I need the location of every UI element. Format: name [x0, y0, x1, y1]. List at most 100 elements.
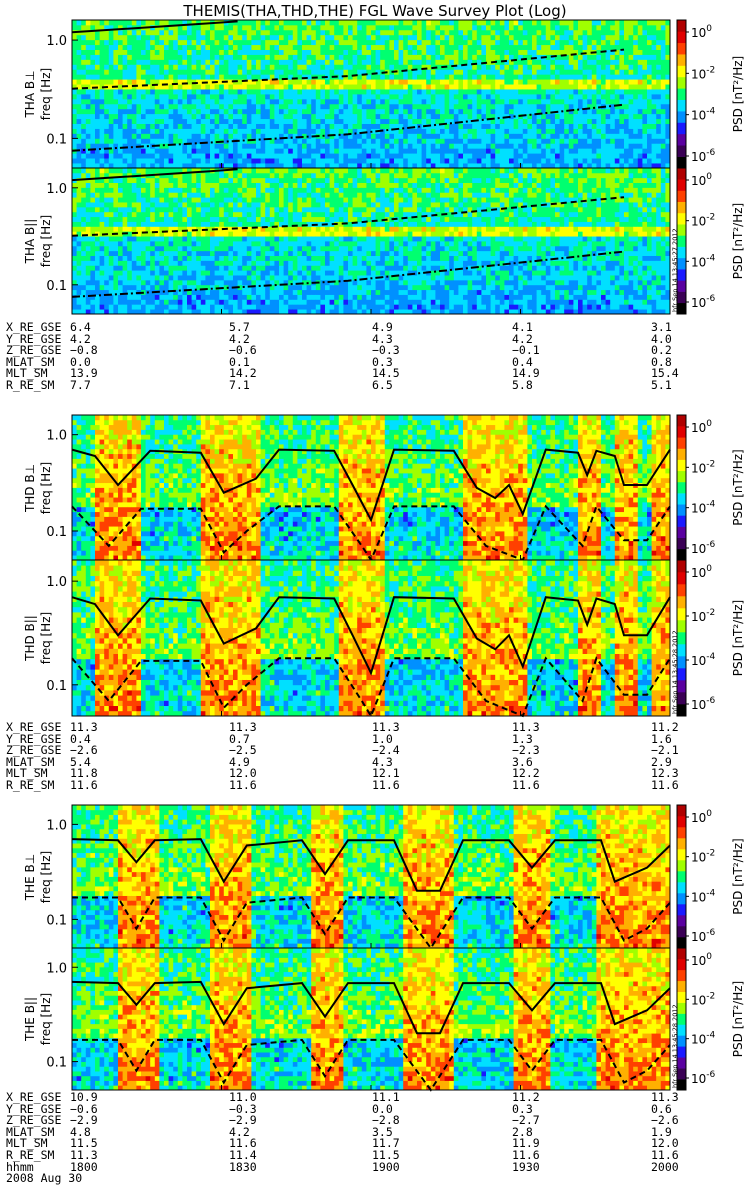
spectrogram-cell [467, 79, 473, 85]
spectrogram-cell [665, 133, 671, 139]
spectrogram-cell [127, 84, 133, 90]
spectrogram-cell [458, 29, 464, 36]
spectrogram-cell [398, 133, 404, 139]
spectrogram-cell [150, 84, 156, 90]
spectrogram-cell [99, 128, 105, 134]
spectrogram-cell [490, 123, 496, 129]
spectrogram-cell [214, 221, 220, 227]
spectrogram-cell [90, 138, 96, 144]
spectrogram-cell [72, 49, 77, 55]
spectrogram-cell [168, 163, 174, 169]
spectrogram-cell [279, 24, 284, 31]
spectrogram-cell [490, 108, 496, 115]
spectrogram-cell [191, 59, 197, 65]
spectrogram-cell [518, 69, 524, 75]
spectrogram-cell [587, 34, 593, 41]
spectrogram-cell [90, 103, 96, 110]
spectrogram-cell [233, 163, 238, 169]
spectrogram-cell [463, 153, 468, 159]
spectrogram-cell [279, 79, 284, 85]
spectrogram-cell [237, 123, 243, 129]
spectrogram-cell [127, 153, 133, 159]
spectrogram-cell [196, 123, 202, 129]
spectrogram-cell [578, 64, 583, 70]
spectrogram-cell [550, 59, 556, 65]
spectrogram-cell [145, 279, 151, 286]
spectrogram-cell [85, 255, 91, 261]
spectrogram-cell [191, 289, 197, 295]
spectrogram-cell [177, 211, 183, 218]
spectrogram-cell [633, 64, 639, 70]
spectrogram-cell [518, 59, 524, 65]
spectrogram-cell [200, 133, 206, 139]
spectrogram-cell [187, 108, 192, 115]
spectrogram-cell [173, 182, 179, 188]
spectrogram-cell [168, 64, 174, 70]
spectrogram-cell [306, 44, 312, 50]
spectrogram-cell [472, 29, 478, 36]
spectrogram-cell [136, 49, 142, 55]
spectrogram-cell [334, 158, 340, 164]
spectrogram-cell [329, 94, 335, 100]
spectrogram-cell [573, 89, 579, 95]
spectrogram-cell [458, 54, 464, 60]
spectrogram-cell [440, 29, 445, 36]
spectrogram-cell [472, 20, 478, 26]
spectrogram-cell [104, 192, 110, 198]
spectrogram-cell [191, 202, 197, 208]
spectrogram-cell [532, 34, 537, 41]
spectrogram-cell [145, 182, 151, 188]
spectrogram-cell [306, 24, 312, 31]
spectrogram-cell [145, 98, 151, 105]
spectrogram-cell [495, 79, 501, 85]
spectrogram-cell [104, 206, 110, 213]
spectrogram-cell [338, 34, 344, 41]
spectrogram-cell [545, 128, 551, 134]
spectrogram-cell [288, 54, 294, 60]
spectrogram-cell [297, 39, 303, 46]
spectrogram-cell [191, 226, 197, 232]
spectrogram-cell [200, 294, 206, 300]
spectrogram-cell [532, 123, 537, 129]
spectrogram-cell [177, 270, 183, 276]
spectrogram-cell [72, 226, 77, 232]
spectrogram-cell [306, 98, 312, 105]
spectrogram-cell [426, 79, 432, 85]
spectrogram-cell [76, 59, 82, 65]
spectrogram-cell [173, 221, 179, 227]
spectrogram-cell [159, 265, 165, 271]
spectrogram-cell [292, 20, 298, 26]
spectrogram-cell [113, 236, 119, 242]
spectrogram-cell [260, 133, 266, 139]
spectrogram-cell [647, 49, 652, 55]
spectrogram-cell [371, 74, 376, 80]
spectrogram-cell [81, 299, 87, 305]
spectrogram-cell [168, 98, 174, 105]
spectrogram-cell [141, 182, 146, 188]
spectrogram-cell [288, 79, 294, 85]
spectrogram-cell [251, 49, 257, 55]
spectrogram-cell [550, 29, 556, 36]
spectrogram-cell [85, 211, 91, 218]
spectrogram-cell [113, 29, 119, 36]
spectrogram-cell [320, 34, 326, 41]
spectrogram-cell [398, 24, 404, 31]
spectrogram-cell [453, 39, 459, 46]
spectrogram-cell [283, 158, 289, 164]
spectrogram-cell [568, 103, 574, 110]
spectrogram-cell [343, 59, 349, 65]
spectrogram-cell [288, 98, 294, 105]
spectrogram-cell [559, 123, 565, 129]
spectrogram-cell [164, 202, 169, 208]
spectrogram-cell [605, 153, 611, 159]
spectrogram-cell [251, 20, 257, 26]
spectrogram-cell [302, 123, 307, 129]
spectrogram-cell [177, 118, 183, 124]
spectrogram-cell [417, 138, 422, 144]
spectrogram-cell [90, 250, 96, 256]
spectrogram-cell [191, 133, 197, 139]
spectrogram-cell [95, 260, 100, 266]
spectrogram-cell [90, 118, 96, 124]
spectrogram-cell [490, 54, 496, 60]
spectrogram-cell [573, 74, 579, 80]
